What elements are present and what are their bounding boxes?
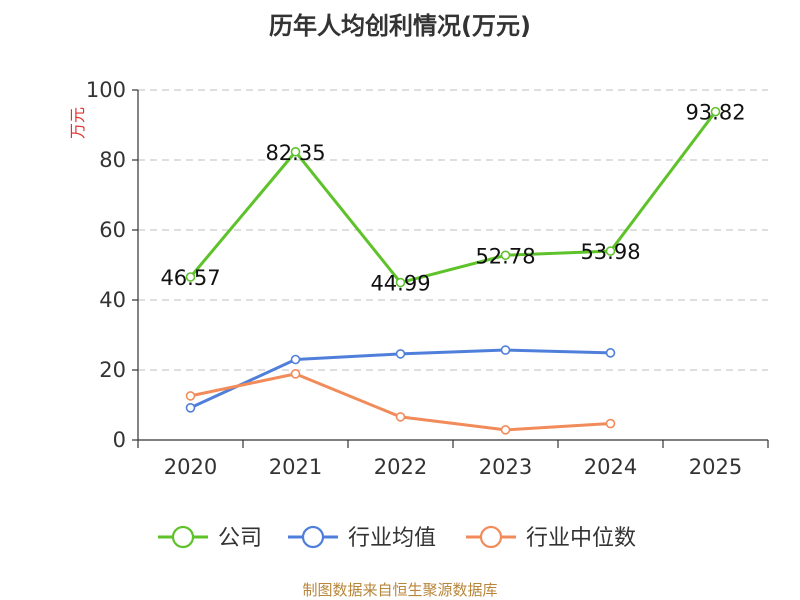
series-line-0 [189,110,717,285]
x-tick-label-2022: 2022 [374,455,427,479]
legend-marker-1 [301,525,325,549]
legend-marker-0 [171,525,195,549]
data-label-0-2022: 44.99 [370,272,430,296]
data-label-0-2021: 82.35 [265,141,325,165]
point-1-2021 [290,354,301,365]
series-line-1 [189,348,611,410]
x-tick-label-2023: 2023 [479,455,532,479]
legend-label-0: 公司 [218,526,262,551]
data-label-layer: 46.57 82.35 44.99 52.78 53.98 93.82 [160,101,745,296]
point-0-2020 [185,272,196,282]
point-1-2024 [605,348,616,358]
axis-layer: 0 20 40 60 80 100 2020 2021 2022 2023 2024 2025 [86,78,769,479]
point-0-2023 [500,250,511,261]
point-1-2020 [185,402,196,413]
point-0-2022 [395,277,406,288]
data-label-0-2023: 52.78 [475,244,535,268]
data-label-0-2020: 46.57 [160,266,220,290]
x-tick-label-2025: 2025 [689,455,742,479]
x-tick-label-2024: 2024 [584,455,637,479]
y-tick-label-80: 80 [99,148,126,172]
y-tick-label-0: 0 [113,428,126,452]
series-layer [185,106,721,435]
point-1-2022 [395,349,406,359]
point-0-2021 [290,146,301,157]
data-label-0-2024: 53.98 [580,240,640,264]
point-2-2021 [290,369,301,379]
data-label-0-2025: 93.82 [685,101,745,125]
point-1-2023 [500,345,511,355]
x-tick-label-2020: 2020 [164,455,217,479]
y-tick-label-40: 40 [99,288,126,312]
point-0-2025 [710,106,721,117]
point-0-2024 [605,246,616,256]
y-tick-label-100: 100 [86,78,126,102]
x-tick-label-2021: 2021 [269,455,322,479]
legend-marker-2 [479,525,503,549]
y-axis-label: 万元 [68,107,87,139]
chart-title: 历年人均创利情况(万元) [269,12,531,40]
grid-layer [138,89,768,371]
y-tick-label-20: 20 [99,358,126,382]
legend-label-1: 行业均值 [348,526,436,551]
point-2-2022 [395,412,406,422]
legend-label-2: 行业中位数 [526,526,636,551]
legend: 公司 行业均值 行业中位数 [158,525,636,551]
point-2-2024 [605,418,616,429]
point-2-2020 [185,391,196,401]
y-tick-label-60: 60 [99,218,126,242]
point-2-2023 [500,425,511,435]
source-note: 制图数据来自恒生聚源数据库 [302,581,497,599]
